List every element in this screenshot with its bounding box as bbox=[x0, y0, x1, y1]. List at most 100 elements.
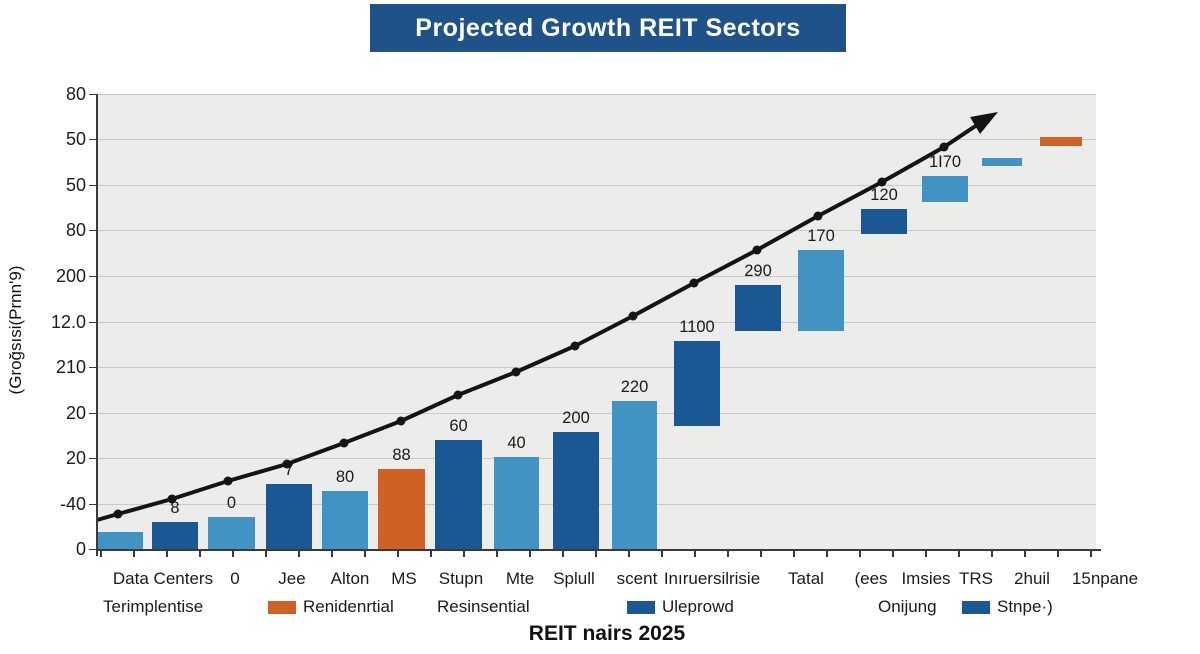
y-tick-mark bbox=[89, 94, 97, 95]
bar bbox=[266, 484, 312, 549]
bar bbox=[553, 432, 599, 549]
chart-title-banner: Projected Growth REIT Sectors bbox=[370, 4, 846, 52]
x-tick-mark bbox=[1024, 551, 1026, 557]
x-tick-mark bbox=[1090, 551, 1092, 557]
x-tick-mark bbox=[628, 551, 630, 557]
x-axis-line bbox=[97, 549, 1101, 551]
bar-value-label: 88 bbox=[392, 446, 411, 464]
bar bbox=[982, 158, 1022, 166]
bar bbox=[322, 491, 368, 549]
bar-value-label: 1100 bbox=[679, 318, 715, 336]
gridline bbox=[97, 139, 1096, 140]
x-tick-label: 0 bbox=[230, 569, 240, 588]
y-tick-mark bbox=[89, 549, 97, 550]
x-tick-mark bbox=[760, 551, 762, 557]
x-tick-label: Alton bbox=[330, 569, 370, 588]
x-tick-label: Tatal bbox=[788, 569, 824, 588]
y-tick-label: 80 bbox=[65, 84, 86, 104]
bar bbox=[798, 250, 844, 331]
x-tick-label: Mte bbox=[505, 569, 535, 588]
x-tick-mark bbox=[826, 551, 828, 557]
x-tick-mark bbox=[595, 551, 597, 557]
bar-value-label: 40 bbox=[507, 434, 526, 452]
bar-value-label: 0 bbox=[226, 494, 237, 512]
x-tick-mark bbox=[397, 551, 399, 557]
x-tick-mark bbox=[331, 551, 333, 557]
bar-value-label: 220 bbox=[620, 378, 649, 396]
legend-item: Uleprowd bbox=[627, 597, 734, 617]
y-tick-mark bbox=[89, 230, 97, 231]
legend-swatch bbox=[268, 600, 296, 614]
x-tick-mark bbox=[166, 551, 168, 557]
x-tick-mark bbox=[265, 551, 267, 557]
legend-label: Onijung bbox=[878, 597, 937, 616]
gridline bbox=[97, 230, 1096, 231]
legend-label: Renidenrtial bbox=[303, 597, 394, 616]
y-tick-label: 210 bbox=[55, 357, 86, 377]
x-tick-label: Stupn bbox=[438, 569, 484, 588]
y-tick-mark bbox=[89, 367, 97, 368]
bar bbox=[435, 440, 482, 549]
y-tick-mark bbox=[89, 504, 97, 505]
y-axis-title: (Groğsısi(Prnn'9) bbox=[6, 265, 25, 395]
x-tick-mark bbox=[496, 551, 498, 557]
bar-value-label: 120 bbox=[870, 186, 898, 204]
x-tick-mark bbox=[529, 551, 531, 557]
y-tick-label: 20 bbox=[65, 448, 86, 468]
y-tick-label: 20 bbox=[65, 403, 86, 423]
x-tick-mark bbox=[298, 551, 300, 557]
bar bbox=[1040, 137, 1082, 146]
x-tick-label: Splull bbox=[553, 569, 595, 588]
x-tick-mark bbox=[199, 551, 201, 557]
x-tick-label: 2huil bbox=[1014, 569, 1050, 588]
legend-swatch bbox=[627, 600, 655, 614]
bar bbox=[922, 176, 968, 202]
legend-item: Resinsential bbox=[437, 597, 530, 617]
gridline bbox=[97, 94, 1096, 95]
y-tick-mark bbox=[89, 458, 97, 459]
bar-value-label: 290 bbox=[744, 262, 772, 280]
legend-label: Stnpe·) bbox=[997, 597, 1053, 616]
y-tick-label: 12.0 bbox=[50, 312, 86, 332]
x-tick-label: (ees bbox=[854, 569, 888, 588]
x-tick-mark bbox=[562, 551, 564, 557]
x-tick-mark bbox=[100, 551, 102, 557]
x-tick-mark bbox=[727, 551, 729, 557]
x-tick-mark bbox=[1057, 551, 1059, 557]
x-tick-label: Data Centers bbox=[112, 569, 214, 588]
y-tick-label: 0 bbox=[75, 539, 86, 559]
bar bbox=[494, 457, 539, 549]
x-tick-label: Jee bbox=[278, 569, 306, 588]
y-tick-mark bbox=[89, 322, 97, 323]
bar bbox=[98, 532, 143, 549]
y-tick-label: 200 bbox=[55, 266, 86, 286]
x-tick-label: MS bbox=[391, 569, 417, 588]
x-tick-label: Inıruersilrisie bbox=[663, 569, 761, 588]
bar-value-label: 200 bbox=[562, 409, 590, 427]
y-tick-mark bbox=[89, 185, 97, 186]
x-tick-mark bbox=[859, 551, 861, 557]
bar-value-label: 1I70 bbox=[928, 153, 962, 171]
bar bbox=[735, 285, 781, 331]
bar bbox=[152, 522, 198, 549]
legend-item: Stnpe·) bbox=[962, 597, 1053, 617]
x-tick-label: scent bbox=[616, 569, 658, 588]
y-tick-label: 50 bbox=[65, 129, 86, 149]
chart-title: Projected Growth REIT Sectors bbox=[415, 13, 801, 42]
legend-label: Uleprowd bbox=[662, 597, 734, 616]
y-tick-label: 50 bbox=[65, 175, 86, 195]
x-tick-mark bbox=[991, 551, 993, 557]
bar bbox=[861, 209, 907, 234]
x-tick-mark bbox=[133, 551, 135, 557]
y-tick-label: -40 bbox=[59, 494, 86, 514]
bar bbox=[674, 341, 720, 426]
x-axis-title: REIT nairs 2025 bbox=[528, 622, 686, 645]
legend-label: Resinsential bbox=[437, 597, 530, 616]
y-tick-mark bbox=[89, 139, 97, 140]
y-tick-label: 80 bbox=[65, 220, 86, 240]
x-tick-label: Imsies bbox=[901, 569, 951, 588]
x-tick-mark bbox=[364, 551, 366, 557]
x-tick-mark bbox=[694, 551, 696, 557]
bar bbox=[378, 469, 425, 549]
legend-item: Onijung bbox=[878, 597, 937, 617]
